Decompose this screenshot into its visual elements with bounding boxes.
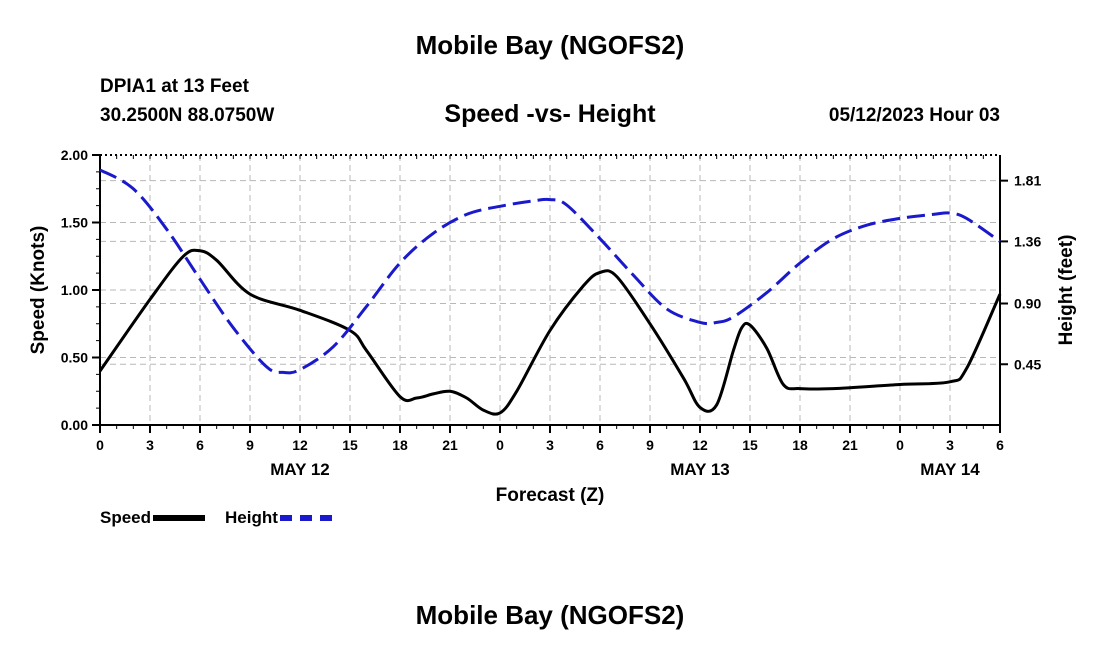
x-tick-label: 21	[842, 437, 858, 453]
x-tick-label: 0	[96, 437, 104, 453]
x-tick-label: 0	[896, 437, 904, 453]
legend-speed-swatch	[153, 515, 206, 521]
x-tick-label: 18	[792, 437, 808, 453]
x-axis-title: Forecast (Z)	[496, 485, 605, 506]
y-right-tick-label: 0.90	[1014, 296, 1041, 312]
y-tick-label: 1.50	[61, 215, 88, 231]
x-tick-label: 15	[342, 437, 358, 453]
x-tick-label: 9	[246, 437, 254, 453]
x-tick-label: 12	[292, 437, 308, 453]
footer-title: Mobile Bay (NGOFS2)	[415, 600, 685, 630]
x-tick-label: 3	[946, 437, 954, 453]
y-right-tick-label: 0.45	[1014, 356, 1041, 372]
x-tick-label: 9	[646, 437, 654, 453]
y-tick-label: 1.00	[61, 282, 88, 298]
chart-title: Speed -vs- Height	[444, 100, 656, 128]
series-line-speed	[98, 248, 1002, 416]
legend-height-label: Height	[225, 508, 278, 527]
x-date-label: MAY 12	[270, 460, 330, 479]
page-title: Mobile Bay (NGOFS2)	[415, 30, 685, 60]
x-tick-label: 3	[546, 437, 554, 453]
x-tick-label: 6	[596, 437, 604, 453]
y-tick-label: 0.50	[61, 350, 88, 366]
legend-height-swatch	[279, 515, 332, 521]
y-axis-title: Speed (Knots)	[28, 226, 49, 355]
x-tick-label: 12	[692, 437, 708, 453]
station-name: DPIA1 at 13 Feet	[100, 76, 249, 97]
y-tick-label: 2.00	[61, 147, 88, 163]
y-tick-label: 0.00	[61, 417, 88, 433]
x-tick-label: 18	[392, 437, 408, 453]
y-right-axis-title: Height (feet)	[1056, 235, 1077, 346]
x-tick-label: 21	[442, 437, 458, 453]
x-tick-label: 3	[146, 437, 154, 453]
x-date-label: MAY 13	[670, 460, 730, 479]
x-tick-label: 6	[996, 437, 1004, 453]
x-tick-label: 15	[742, 437, 758, 453]
x-date-label: MAY 14	[920, 460, 980, 479]
x-tick-label: 0	[496, 437, 504, 453]
y-right-tick-label: 1.36	[1014, 233, 1041, 249]
station-coordinates: 30.2500N 88.0750W	[100, 105, 275, 126]
legend-speed-label: Speed	[100, 508, 152, 527]
series-line-height	[99, 168, 1001, 375]
x-tick-label: 6	[196, 437, 204, 453]
forecast-time: 05/12/2023 Hour 03	[828, 105, 1000, 126]
legend: Speed Height	[100, 508, 352, 528]
y-right-tick-label: 1.81	[1014, 173, 1041, 189]
